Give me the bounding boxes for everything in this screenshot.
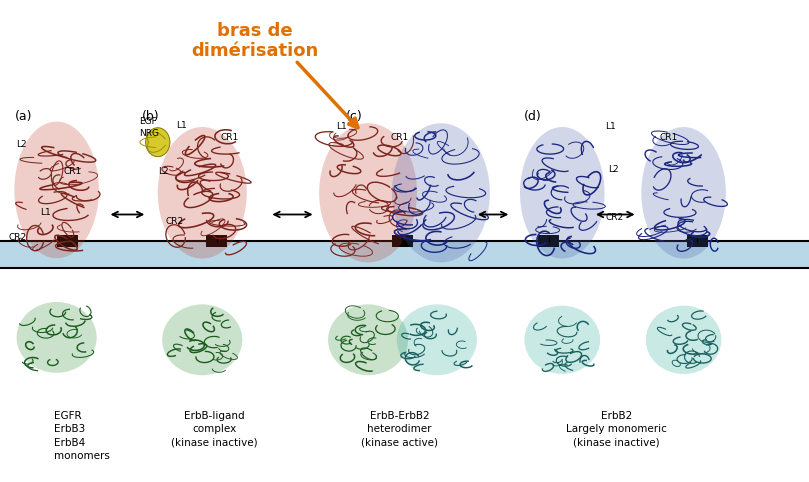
Text: NRG: NRG [139,129,159,138]
Text: ErbB-ligand
complex
(kinase inactive): ErbB-ligand complex (kinase inactive) [171,411,258,448]
Ellipse shape [392,123,490,262]
Ellipse shape [146,128,170,157]
Ellipse shape [319,123,417,262]
Ellipse shape [158,127,247,258]
Text: (a): (a) [15,110,32,123]
Text: (c): (c) [346,110,363,123]
Bar [538,235,559,247]
Text: bras de
dimérisation: bras de dimérisation [191,22,319,60]
Text: L1: L1 [605,122,616,131]
Text: EGFR
ErbB3
ErbB4
monomers: EGFR ErbB3 ErbB4 monomers [54,411,110,461]
Text: CR2: CR2 [8,233,26,241]
Text: CR1: CR1 [63,167,82,175]
Ellipse shape [520,127,604,258]
Ellipse shape [642,127,726,258]
Ellipse shape [524,306,600,374]
Text: CR1: CR1 [391,134,409,142]
Text: EGF: EGF [139,117,157,126]
Ellipse shape [162,305,243,375]
Text: CR2: CR2 [166,217,184,226]
Text: (d): (d) [524,110,542,123]
Bar [0,241,809,268]
Text: L1: L1 [40,208,51,216]
Text: CR2: CR2 [605,214,623,222]
Text: CR1: CR1 [220,134,239,142]
Text: L2: L2 [16,140,27,149]
Bar [392,235,413,247]
Text: CR1: CR1 [659,134,678,142]
Bar [57,235,78,247]
Text: L2: L2 [608,165,619,174]
Bar [687,235,708,247]
Text: ErbB2
Largely monomeric
(kinase inactive): ErbB2 Largely monomeric (kinase inactive… [566,411,667,448]
Text: L1: L1 [176,121,187,130]
Ellipse shape [396,305,477,375]
Text: L2: L2 [158,167,168,175]
Ellipse shape [15,121,99,258]
Ellipse shape [328,305,408,375]
Text: L1: L1 [336,122,346,131]
Bar [206,235,227,247]
Text: ErbB-ErbB2
heterodimer
(kinase active): ErbB-ErbB2 heterodimer (kinase active) [361,411,438,448]
Ellipse shape [16,302,97,373]
Text: (b): (b) [142,110,159,123]
Ellipse shape [646,306,722,374]
